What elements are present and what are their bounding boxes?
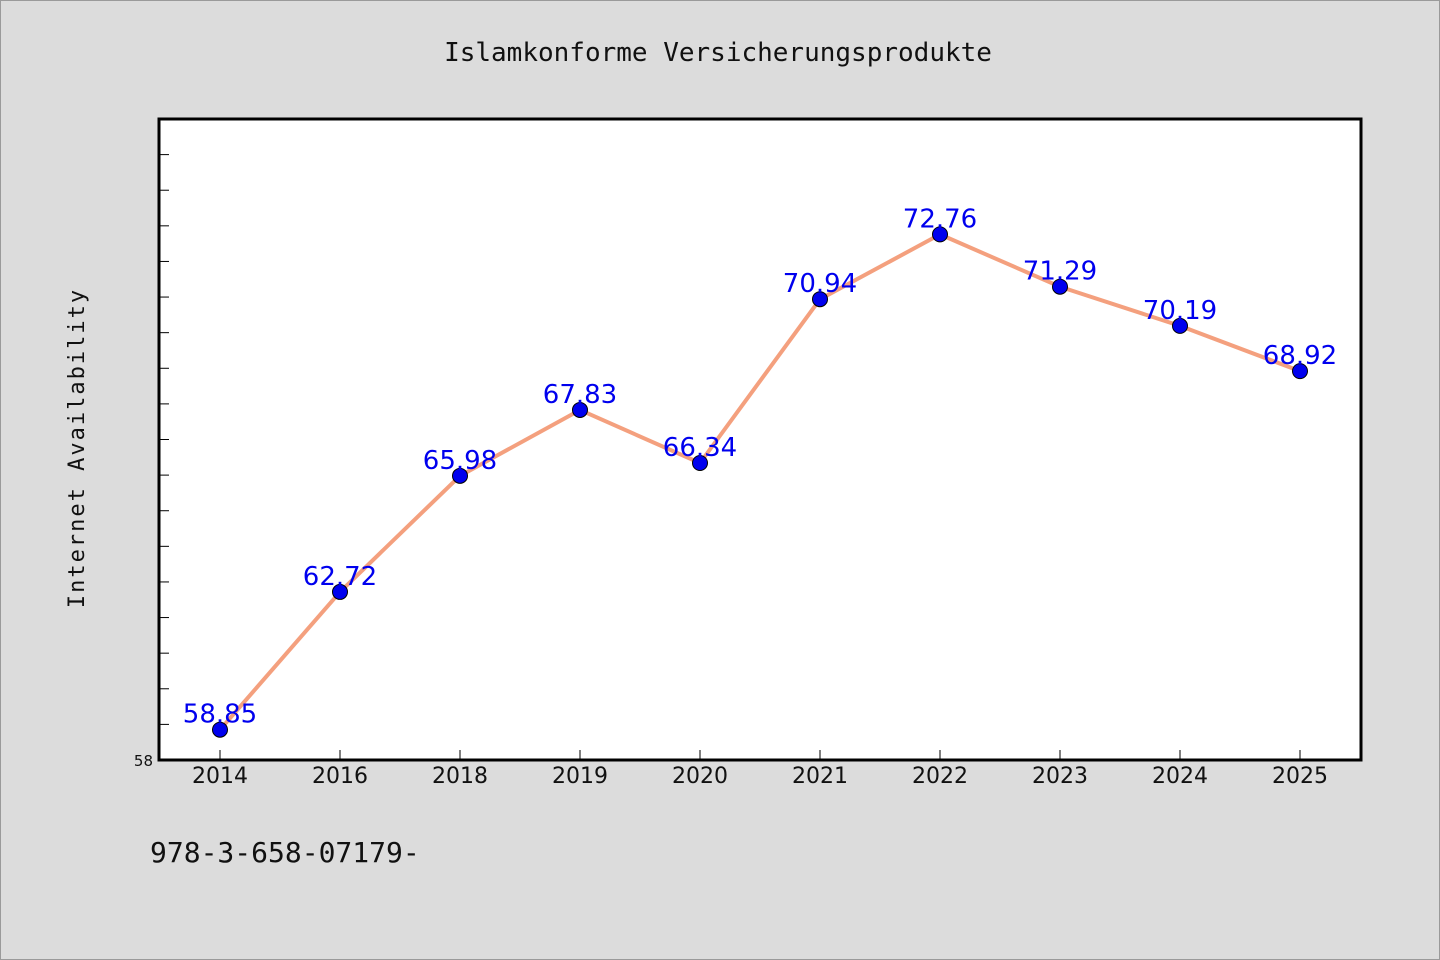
data-markers <box>212 226 1308 738</box>
data-point-marker <box>572 401 588 418</box>
data-value-label: 67.83 <box>543 380 617 410</box>
x-tick-label: 2016 <box>312 764 368 789</box>
series-line <box>218 232 1302 732</box>
x-tick-label: 2018 <box>432 764 488 789</box>
data-point-marker <box>452 467 468 484</box>
y-axis-label: Internet Availability <box>65 288 90 608</box>
data-value-label: 65.98 <box>423 446 497 476</box>
data-point-marker <box>932 226 948 243</box>
data-value-label: 70.94 <box>783 269 857 299</box>
x-tick-label: 2019 <box>552 764 608 789</box>
data-value-label: 62.72 <box>303 562 377 592</box>
y-axis-ticks: 58 <box>134 154 169 770</box>
data-value-label: 72.76 <box>903 204 977 234</box>
data-value-label: 71.29 <box>1023 257 1097 287</box>
data-point-marker <box>1292 363 1308 380</box>
plot-area <box>157 117 1363 762</box>
x-tick-label: 2025 <box>1272 764 1328 789</box>
data-point-marker <box>332 583 348 600</box>
chart-title: Islamkonforme Versicherungsprodukte <box>444 38 992 68</box>
x-axis-ticks: 2014 2016 2018 2019 2020 2021 2022 2023 2024 2025 <box>192 750 1328 789</box>
x-tick-label: 2023 <box>1032 764 1088 789</box>
x-tick-label: 2024 <box>1152 764 1208 789</box>
data-value-label: 66.34 <box>663 433 737 463</box>
data-point-marker <box>692 455 708 472</box>
y-tick-label: 58 <box>134 752 153 770</box>
data-point-marker <box>1172 317 1188 334</box>
data-point-marker <box>812 291 828 308</box>
data-value-label: 68.92 <box>1263 341 1337 371</box>
x-tick-label: 2014 <box>192 764 248 789</box>
data-labels: 58.85 62.72 65.98 67.83 66.34 70.94 72.76 71.29… <box>183 204 1337 729</box>
data-point-marker <box>1052 278 1068 295</box>
x-tick-label: 2020 <box>672 764 728 789</box>
data-value-label: 70.19 <box>1143 296 1217 326</box>
footer-isbn: 978-3-658-07179- <box>150 836 420 869</box>
data-point-marker <box>212 721 228 738</box>
data-value-label: 58.85 <box>183 700 257 730</box>
x-tick-label: 2022 <box>912 764 968 789</box>
x-tick-label: 2021 <box>792 764 848 789</box>
